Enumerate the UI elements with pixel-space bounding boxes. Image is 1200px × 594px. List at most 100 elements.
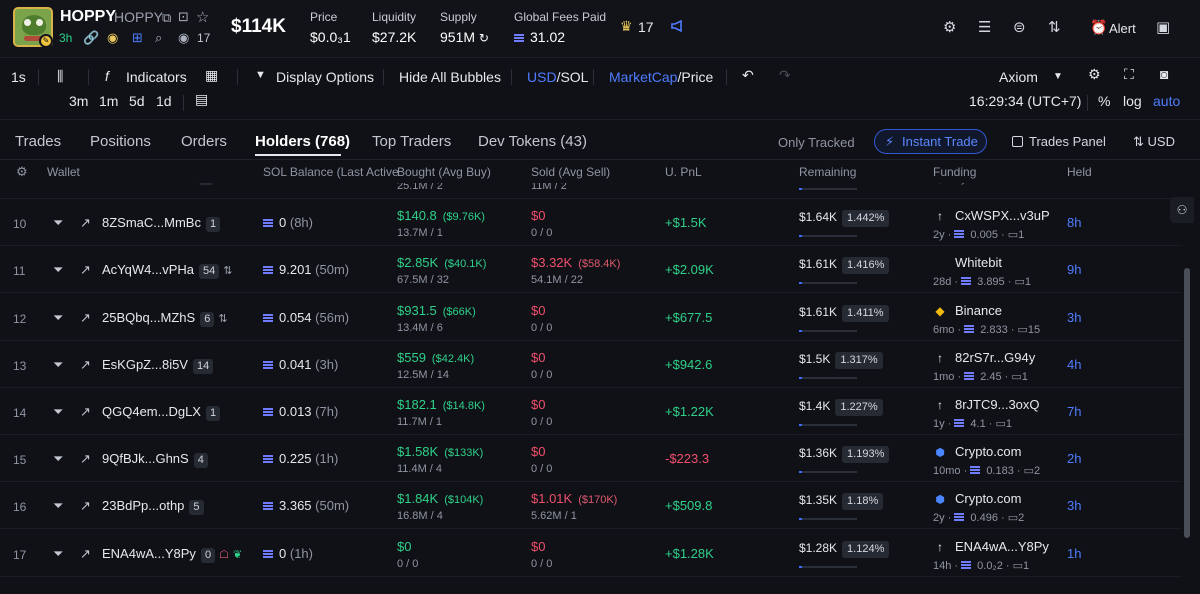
settings-icon[interactable]: ⚙: [943, 19, 957, 36]
filter-icon[interactable]: ⏷: [53, 404, 64, 419]
wallet-address[interactable]: QGQ4em...DgLX 1: [102, 404, 221, 421]
function-icon[interactable]: f: [105, 68, 109, 84]
usd-option[interactable]: USD: [527, 69, 557, 85]
address-text[interactable]: ENA4wA...Y8Py: [102, 545, 196, 561]
coin-icon[interactable]: ◉: [107, 30, 119, 45]
funding-source[interactable]: ⬢ Crypto.com: [933, 491, 1024, 506]
filter-icon[interactable]: ⏷: [53, 215, 64, 231]
address-text[interactable]: 8ZSmaC...MmBc: [102, 215, 201, 231]
col-remaining[interactable]: Remaining: [799, 165, 857, 179]
camera-icon[interactable]: ◙: [1160, 66, 1169, 82]
address-text[interactable]: AcYqW4...vPHa: [102, 262, 195, 278]
tab-holders[interactable]: Holders (768): [255, 133, 351, 150]
range-3m[interactable]: 3m: [69, 93, 89, 109]
table-row[interactable]: 11 ⏷ ↗ AcYqW4...vPHa 54 ⇅ 9.201 (50m) $2.8…: [0, 246, 1182, 294]
funding-source[interactable]: ⬢ Crypto.com: [933, 444, 1040, 459]
eye-icon[interactable]: ◉: [178, 30, 190, 45]
wallet-address[interactable]: ENA4wA...Y8Py 0 ☖ ❦: [102, 546, 242, 563]
col-sol-balance[interactable]: SOL Balance (Last Active): [263, 165, 398, 179]
star-icon[interactable]: ☆: [196, 9, 210, 26]
instant-trade-button[interactable]: ⚡ Instant Trade: [874, 129, 987, 154]
external-link-icon[interactable]: ↗: [80, 215, 91, 231]
external-link-icon[interactable]: ↗: [80, 356, 91, 372]
undo-icon[interactable]: ↶: [742, 67, 754, 83]
funding-name[interactable]: Binance: [955, 302, 1002, 318]
funding-cell[interactable]: ◆ Binance 6mo · 2.833 · ▭15: [933, 303, 1040, 336]
table-row[interactable]: 17 ⏷ ↗ ENA4wA...Y8Py 0 ☖ ❦ 0 (1h) $0 0 / 0 …: [0, 530, 1182, 577]
address-text[interactable]: EsKGpZ...8i5V: [102, 356, 188, 372]
external-link-icon[interactable]: ↗: [80, 262, 91, 278]
funding-cell[interactable]: ↑ CxWSPX...v3uP 2y · 0.005 · ▭1: [933, 208, 1050, 241]
funding-name[interactable]: ENA4wA...Y8Py: [955, 538, 1049, 554]
log-toggle[interactable]: log: [1123, 93, 1142, 109]
wallet-address[interactable]: 9QfBJk...GhnS 4: [102, 451, 208, 469]
funding-source[interactable]: Whitebit: [933, 255, 1031, 270]
funding-source[interactable]: ↑ ENA4wA...Y8Py: [933, 539, 1049, 554]
address-text[interactable]: 25BQbq...MZhS: [102, 309, 196, 325]
col-upnl[interactable]: U. PnL: [665, 165, 702, 179]
funding-cell[interactable]: Whitebit 28d · 3.895 · ▭1: [933, 255, 1031, 288]
coin-circle-icon[interactable]: ⊜: [1013, 19, 1026, 36]
interval-selector[interactable]: 1s: [11, 69, 26, 85]
range-1d[interactable]: 1d: [156, 93, 172, 109]
trades-panel-checkbox[interactable]: Trades Panel: [1012, 134, 1106, 149]
swap-icon[interactable]: ⇅: [1048, 19, 1061, 36]
table-row[interactable]: 14 ⏷ ↗ QGQ4em...DgLX 1 0.013 (7h) $182.1 (…: [0, 388, 1182, 435]
layout-icon[interactable]: ▦: [205, 67, 219, 83]
external-link-icon[interactable]: ↗: [80, 545, 91, 561]
megaphone-icon[interactable]: [671, 19, 685, 33]
grid-icon[interactable]: ⊞: [132, 30, 143, 45]
table-settings-icon[interactable]: ⚙: [16, 164, 28, 179]
funding-cell[interactable]: ↑ 82rS7r...G94y 1mo · 2.45 · ▭1: [933, 350, 1035, 383]
funding-name[interactable]: 8rJTC9...3oxQ: [955, 397, 1040, 412]
address-text[interactable]: 23BdPp...othp: [102, 498, 185, 514]
range-5d[interactable]: 5d: [129, 93, 145, 109]
funding-cell[interactable]: ⬢ Crypto.com 10mo · 0.183 · ▭2: [933, 444, 1040, 477]
wallet-address[interactable]: AcYqW4...vPHa 54 ⇅: [102, 262, 232, 280]
scrollbar[interactable]: [1184, 268, 1190, 538]
link-icon[interactable]: 🔗: [83, 30, 100, 45]
table-row[interactable]: 13 ⏷ ↗ EsKGpZ...8i5V 14 0.041 (3h) $559 ($…: [0, 341, 1182, 388]
clock-readout[interactable]: 16:29:34 (UTC+7): [969, 93, 1082, 109]
checkbox-icon[interactable]: [1012, 136, 1023, 147]
window-icon[interactable]: ▣: [1156, 19, 1171, 36]
price-option[interactable]: Price: [681, 69, 714, 85]
tab-orders[interactable]: Orders: [181, 133, 227, 150]
table-row[interactable]: 16 ⏷ ↗ 23BdPp...othp 5 3.365 (50m) $1.84K…: [0, 482, 1182, 530]
funding-name[interactable]: Whitebit: [955, 255, 1002, 271]
filter-icon[interactable]: ⏷: [53, 545, 64, 561]
external-link-icon[interactable]: ↗: [80, 404, 91, 419]
col-bought[interactable]: Bought (Avg Buy): [397, 165, 491, 179]
external-link-icon[interactable]: ↗: [80, 309, 91, 325]
chevron-down-icon[interactable]: ▼: [1053, 71, 1063, 82]
table-row[interactable]: 15 ⏷ ↗ 9QfBJk...GhnS 4 0.225 (1h) $1.58K (…: [0, 435, 1182, 483]
hide-bubbles-button[interactable]: Hide All Bubbles: [399, 69, 501, 85]
tab-dev-tokens[interactable]: Dev Tokens (43): [478, 133, 587, 150]
funding-cell[interactable]: ↑ ENA4wA...Y8Py 14h · 0.0₂2 · ▭1: [933, 539, 1049, 572]
table-row[interactable]: 12 ⏷ ↗ 25BQbq...MZhS 6 ⇅ 0.054 (56m) $931.…: [0, 294, 1182, 341]
address-text[interactable]: 9QfBJk...GhnS: [102, 451, 189, 467]
fullscreen-icon[interactable]: ⛶: [1124, 66, 1134, 82]
search-icon[interactable]: ⌕: [155, 30, 163, 45]
external-link-icon[interactable]: ↗: [80, 451, 91, 467]
display-options-button[interactable]: Display Options: [276, 69, 375, 85]
wallet-address[interactable]: EsKGpZ...8i5V 14: [102, 356, 214, 374]
col-wallet[interactable]: Wallet: [47, 165, 80, 179]
wallet-address[interactable]: 25BQbq...MZhS 6 ⇅: [102, 310, 228, 327]
settings-icon[interactable]: ⚙: [1088, 66, 1101, 82]
funding-cell[interactable]: ↑ 8rJTC9...3oxQ 1y · 4.1 · ▭1: [933, 397, 1040, 430]
only-tracked-toggle[interactable]: Only Tracked: [778, 135, 855, 150]
indicators-button[interactable]: Indicators: [126, 69, 187, 85]
alert-button[interactable]: Alert: [1109, 21, 1136, 36]
funding-source[interactable]: ◆ Binance: [933, 303, 1040, 318]
auto-toggle[interactable]: auto: [1153, 93, 1181, 109]
wallet-address[interactable]: 23BdPp...othp 5: [102, 498, 204, 516]
col-funding[interactable]: Funding: [933, 165, 977, 179]
currency-toggle[interactable]: USD/SOL: [527, 69, 589, 85]
chevron-down-icon[interactable]: ▼: [255, 69, 266, 81]
filter-icon[interactable]: ⏷: [53, 262, 64, 278]
bubble-map-icon[interactable]: ⚇: [1170, 197, 1194, 223]
currency-switch[interactable]: ⇅ USD: [1133, 134, 1175, 150]
filter-icon[interactable]: ⏷: [53, 309, 64, 325]
address-text[interactable]: QGQ4em...DgLX: [102, 404, 201, 419]
